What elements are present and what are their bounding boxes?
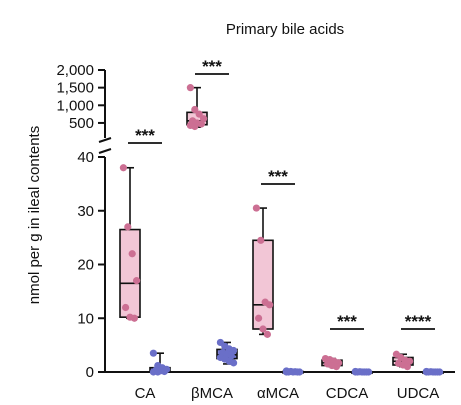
data-point xyxy=(293,368,301,376)
data-point xyxy=(255,314,263,322)
y-tick-label: 500 xyxy=(69,115,94,132)
significance-label: *** xyxy=(268,167,288,186)
data-point xyxy=(191,122,199,131)
y-tick-label: 10 xyxy=(77,310,94,327)
data-point xyxy=(195,110,203,118)
data-point xyxy=(191,105,199,114)
y-tick-label: 40 xyxy=(77,149,94,166)
axis-break-mark xyxy=(98,148,112,154)
data-point xyxy=(128,250,136,258)
chart-title: Primary bile acids xyxy=(226,21,344,38)
data-point xyxy=(130,314,138,322)
data-point xyxy=(403,363,411,371)
y-tick-label: 2,000 xyxy=(56,62,94,79)
data-point xyxy=(259,325,267,333)
data-point xyxy=(362,368,370,376)
category-label: UDCA xyxy=(397,385,440,402)
y-tick-label: 1,500 xyxy=(56,80,94,97)
significance-label: *** xyxy=(337,312,357,331)
y-tick-label: 1,000 xyxy=(56,97,94,114)
data-point xyxy=(252,204,260,212)
data-point xyxy=(133,277,141,285)
data-point xyxy=(257,236,265,244)
box-iqr xyxy=(252,239,274,330)
data-point xyxy=(154,368,162,376)
category-label: CA xyxy=(135,385,156,402)
data-point xyxy=(160,367,168,376)
data-point xyxy=(197,120,205,128)
y-tick-label: 20 xyxy=(77,257,94,274)
axis-break-mark xyxy=(98,137,112,143)
data-point xyxy=(149,349,157,357)
data-points xyxy=(119,84,444,376)
category-label: αMCA xyxy=(257,385,299,402)
data-point xyxy=(433,368,441,376)
data-point xyxy=(351,368,359,376)
data-point xyxy=(119,164,127,172)
data-point xyxy=(186,84,194,92)
category-label: CDCA xyxy=(326,385,369,402)
significance-label: *** xyxy=(135,126,155,145)
x-categories: CA βMCA αMCA CDCA UDCA xyxy=(135,385,440,402)
data-point xyxy=(332,363,340,371)
data-point xyxy=(266,301,274,309)
significance-label: **** xyxy=(405,312,432,331)
data-point xyxy=(124,223,132,231)
box-iqr xyxy=(119,228,141,318)
data-point xyxy=(122,303,130,312)
data-point xyxy=(230,359,238,367)
box-plots xyxy=(119,86,444,375)
y-tick-label: 0 xyxy=(86,364,94,381)
box-αMCA-group-1 xyxy=(252,207,274,336)
data-point xyxy=(263,330,271,338)
significance-label: *** xyxy=(202,57,222,76)
axes xyxy=(98,70,455,373)
data-point xyxy=(422,368,430,376)
y-axis-label: nmol per g in ileal contents xyxy=(26,126,43,304)
data-point xyxy=(282,368,290,376)
category-label: βMCA xyxy=(191,385,233,402)
box-CA-group-1 xyxy=(119,166,141,320)
y-tick-label: 30 xyxy=(77,203,94,220)
significance-markers: ************ **** xyxy=(128,57,435,331)
